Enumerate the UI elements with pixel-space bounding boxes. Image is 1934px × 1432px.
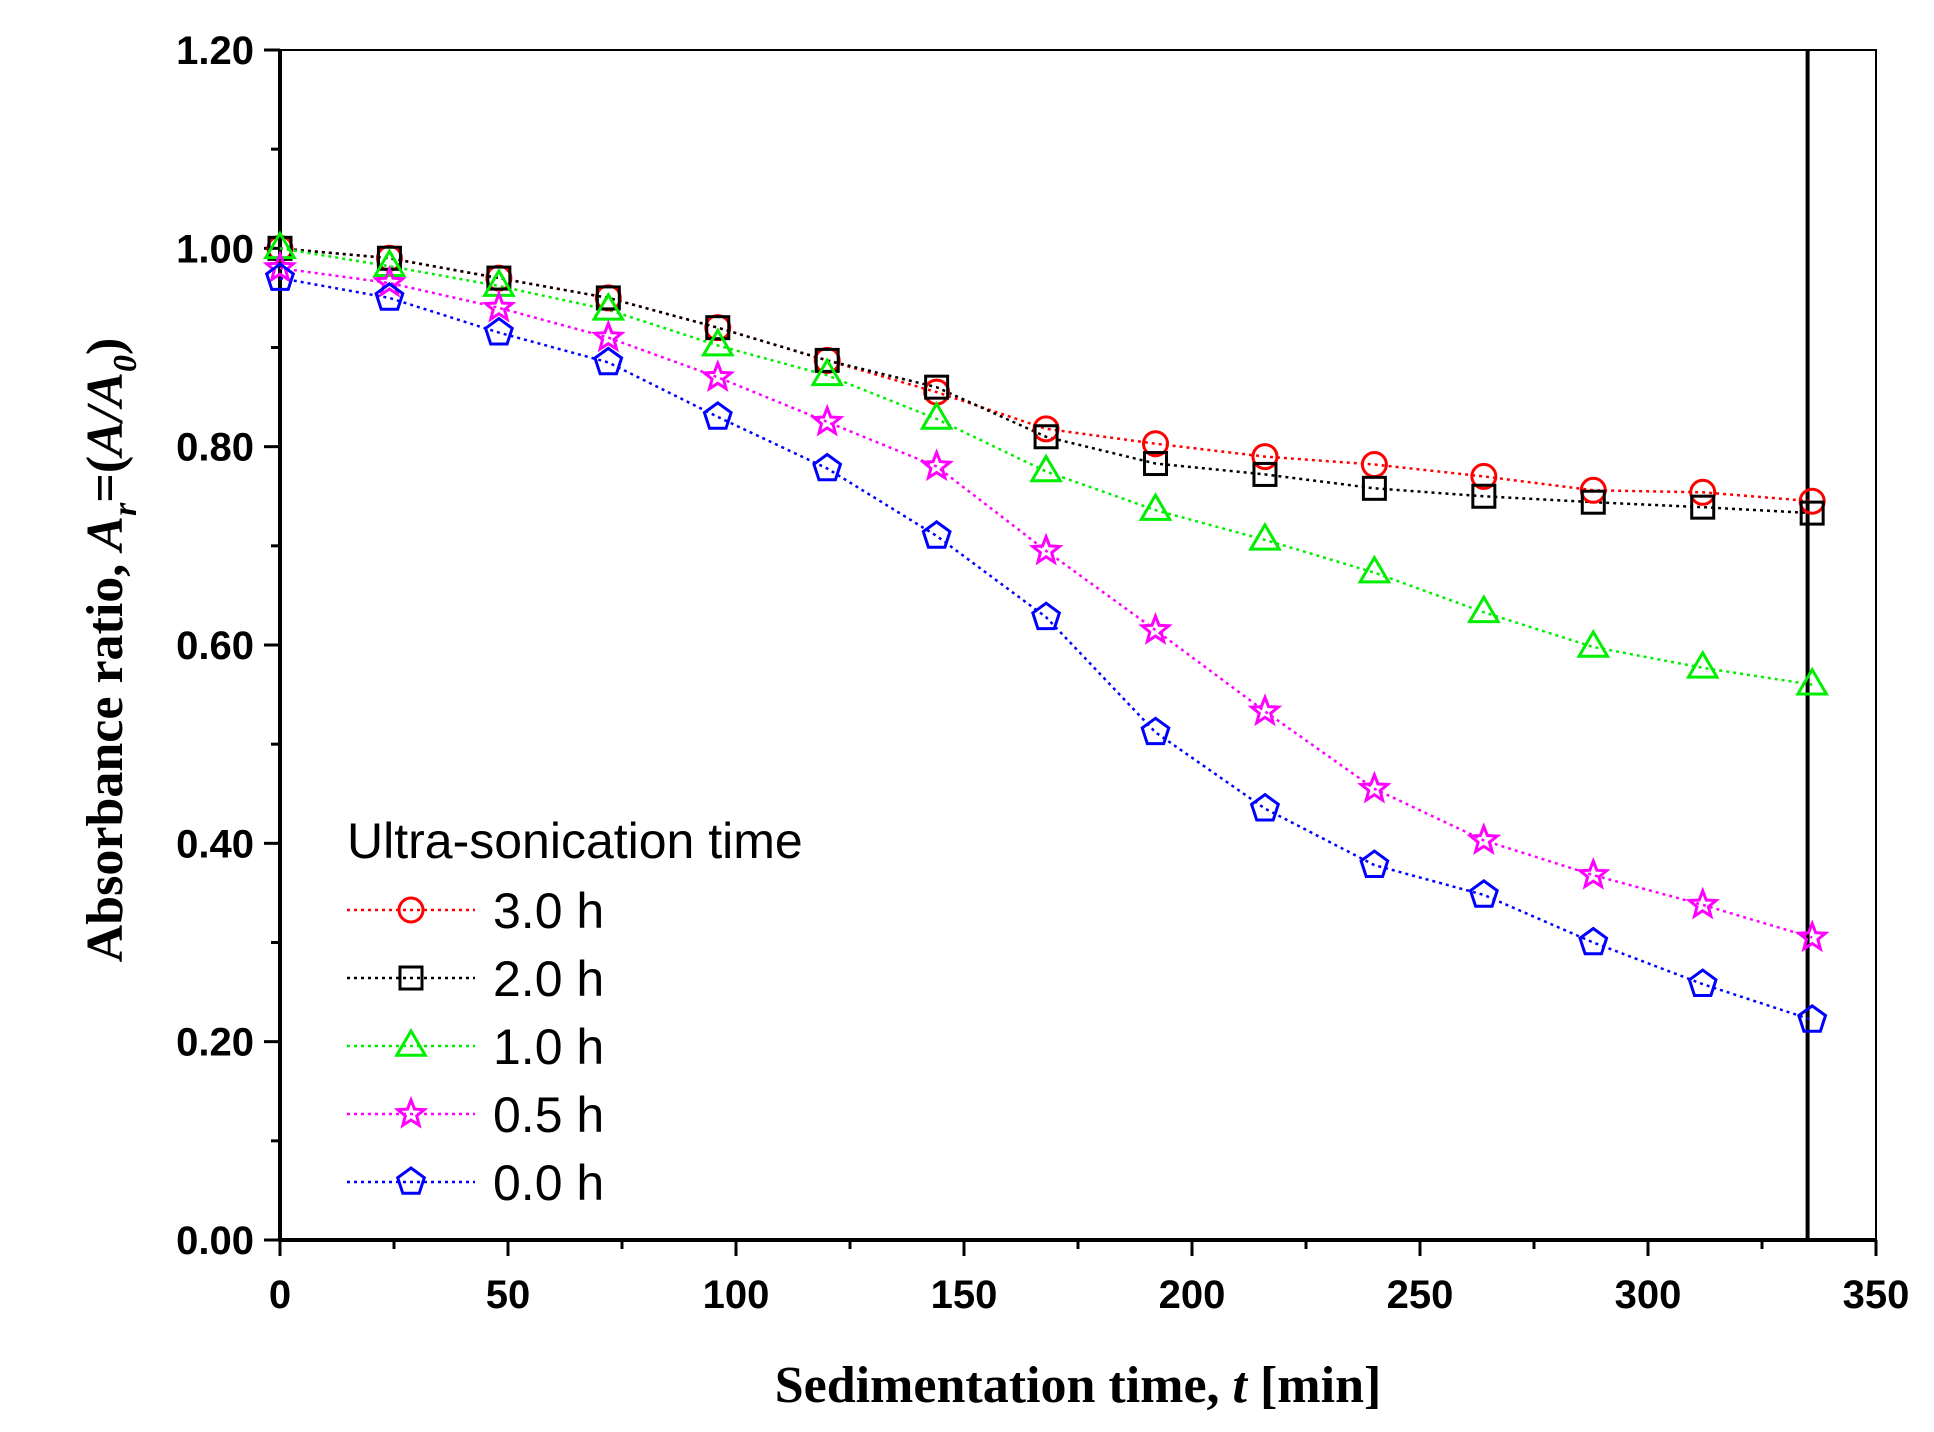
legend-label: 2.0 h — [493, 951, 604, 1007]
data-point-pentagon — [264, 262, 296, 291]
data-point-square — [924, 374, 950, 400]
legend-label: 1.0 h — [493, 1019, 604, 1075]
legend-marker-circle — [397, 896, 425, 924]
legend-marker-triangle — [394, 1028, 428, 1057]
x-tick-label: 350 — [1843, 1273, 1910, 1317]
y-tick-label: 0.40 — [176, 822, 254, 866]
series-lines — [279, 247, 1813, 1022]
data-point-circle — [1689, 478, 1717, 506]
data-point-star — [1466, 822, 1502, 856]
x-tick-label: 300 — [1615, 1273, 1682, 1317]
data-point-triangle — [1138, 492, 1173, 521]
y-tick-label: 0.80 — [176, 426, 254, 470]
x-tick-label: 250 — [1387, 1273, 1454, 1317]
data-point-triangle — [591, 291, 626, 321]
data-point-star — [700, 359, 736, 392]
data-point-triangle — [1795, 666, 1830, 696]
data-point-star — [1576, 856, 1611, 890]
y-tick-label: 0.20 — [176, 1021, 254, 1065]
y-tick-label: 1.00 — [176, 227, 254, 271]
series-line-0-5-h — [279, 266, 1813, 939]
data-point-pentagon — [1031, 601, 1062, 631]
data-point-pentagon — [1687, 968, 1718, 997]
data-point-square — [814, 347, 840, 373]
data-point-square — [267, 235, 293, 261]
data-point-star — [481, 289, 517, 323]
x-tick-label: 0 — [269, 1273, 291, 1317]
data-point-square — [1471, 483, 1497, 509]
data-point-star — [262, 250, 298, 283]
data-point-triangle — [1357, 554, 1392, 584]
legend-title: Ultra-sonication time — [347, 813, 803, 869]
data-point-square — [705, 315, 731, 341]
legend-label: 0.5 h — [493, 1087, 604, 1143]
data-point-star — [1357, 770, 1392, 804]
data-point-triangle — [1576, 629, 1611, 658]
data-point-circle — [1142, 430, 1170, 458]
x-axis-title: Sedimentation time, t [min] — [775, 1357, 1382, 1414]
data-point-square — [1580, 489, 1606, 515]
data-point-pentagon — [374, 282, 405, 311]
legend-label: 3.0 h — [493, 883, 604, 939]
data-point-star — [1685, 886, 1720, 920]
series-line-2-0-h — [279, 247, 1813, 515]
data-point-pentagon — [702, 401, 733, 430]
data-point-pentagon — [1140, 716, 1171, 746]
data-point-triangle — [919, 400, 954, 430]
data-point-square — [1690, 494, 1716, 520]
series-line-3-0-h — [279, 247, 1813, 503]
series-line-1-0-h — [279, 247, 1813, 686]
data-point-triangle — [810, 357, 845, 387]
data-point-pentagon — [812, 452, 843, 482]
data-point-pentagon — [1578, 926, 1609, 956]
legend-marker-pentagon — [395, 1166, 427, 1195]
data-point-square — [486, 265, 512, 291]
data-point-star — [372, 264, 407, 298]
data-point-circle — [1251, 443, 1279, 471]
data-point-pentagon — [1468, 879, 1499, 908]
x-tick-label: 150 — [931, 1273, 998, 1317]
data-point-star — [591, 319, 626, 353]
data-point-star — [809, 403, 845, 437]
data-point-square — [1143, 451, 1169, 477]
y-tick-label: 0.00 — [176, 1219, 254, 1263]
legend-marker-star — [393, 1095, 429, 1129]
x-tick-label: 50 — [486, 1273, 531, 1317]
series-line-0-0-h — [279, 276, 1813, 1022]
data-point-triangle — [700, 327, 735, 357]
data-point-square — [1799, 500, 1825, 526]
data-point-pentagon — [1797, 1004, 1828, 1033]
data-point-triangle — [372, 248, 407, 277]
data-point-star — [1794, 919, 1830, 953]
data-point-triangle — [1685, 649, 1720, 679]
data-point-pentagon — [593, 346, 624, 376]
legend-marker-square — [398, 965, 424, 991]
legend: Ultra-sonication time 3.0 h 2.0 h 1.0 h 0.5… — [347, 813, 803, 1211]
data-point-pentagon — [1249, 792, 1281, 822]
y-tick-label: 0.60 — [176, 624, 254, 668]
data-point-triangle — [1248, 521, 1282, 551]
data-point-square — [1252, 461, 1278, 487]
x-tick-label: 100 — [703, 1273, 770, 1317]
data-point-pentagon — [921, 520, 952, 549]
y-axis-title: Absorbance ratio, Ar=(A/A0) — [77, 338, 144, 963]
axis-tick-labels: 0 50 100 150 200 250 300 350 0.00 0.20 0.40 0.60 0.8… — [176, 29, 1909, 1317]
data-point-triangle — [1466, 594, 1501, 624]
data-point-star — [1247, 693, 1283, 727]
data-point-circle — [1470, 462, 1498, 490]
y-tick-label: 1.20 — [176, 29, 254, 73]
data-point-square — [1033, 424, 1059, 450]
data-point-star — [1028, 532, 1064, 566]
data-point-star — [919, 448, 954, 482]
data-point-pentagon — [483, 316, 514, 346]
data-point-pentagon — [1359, 849, 1390, 878]
series-markers — [262, 230, 1830, 1033]
data-point-star — [1138, 611, 1173, 645]
data-point-square — [595, 285, 621, 311]
data-point-square — [1361, 475, 1387, 501]
legend-label: 0.0 h — [493, 1155, 604, 1211]
x-tick-label: 200 — [1159, 1273, 1226, 1317]
data-point-triangle — [1029, 453, 1063, 483]
